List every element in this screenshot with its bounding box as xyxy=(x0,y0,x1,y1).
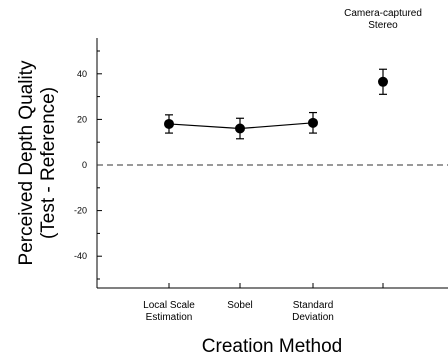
x-category-label: Local Scale xyxy=(143,300,195,311)
annotation-label: Stereo xyxy=(368,20,398,31)
x-category-label: Standard xyxy=(293,300,334,311)
y-axis-title: Perceived Depth Quality xyxy=(16,60,37,265)
data-point xyxy=(164,118,174,129)
data-point xyxy=(308,117,318,128)
y-tick-label: 0 xyxy=(82,160,87,170)
data-point xyxy=(378,76,388,87)
x-axis-title: Creation Method xyxy=(202,336,342,357)
x-category-label: Deviation xyxy=(292,312,334,323)
chart-marks xyxy=(97,68,448,166)
y-axis-title: (Test - Reference) xyxy=(38,87,59,239)
data-point xyxy=(235,123,245,134)
annotation-label: Camera-captured xyxy=(344,8,422,19)
y-tick-label: -20 xyxy=(74,206,87,216)
y-tick-label: 40 xyxy=(77,69,87,79)
chart-axes xyxy=(96,38,448,289)
y-tick-label: 20 xyxy=(77,114,87,124)
x-category-label: Estimation xyxy=(146,312,193,323)
x-category-label: Sobel xyxy=(227,300,253,311)
y-tick-label: -40 xyxy=(74,251,87,261)
